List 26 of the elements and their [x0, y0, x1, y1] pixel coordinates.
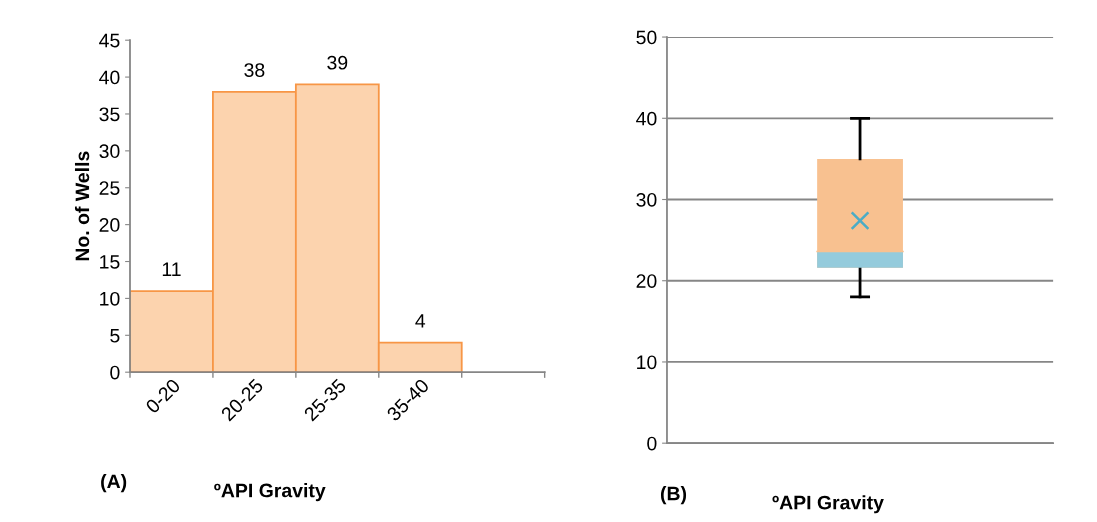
y-tick-label: 40 — [99, 70, 120, 85]
y-tick-label: 10 — [100, 291, 120, 306]
data-label: 38 — [244, 63, 265, 77]
y-tick-label: 20 — [636, 274, 657, 288]
text: (B) — [660, 486, 687, 505]
y-axis-title: No. of Wells — [74, 151, 90, 261]
text: (A) — [101, 474, 127, 493]
y-tick-label: 25 — [99, 181, 120, 195]
data-label: 4 — [415, 314, 426, 328]
y-tick-label: 35 — [99, 107, 120, 122]
data-label: 39 — [327, 55, 348, 70]
y-tick-label: 0 — [647, 436, 657, 451]
x-tick-label: 0-20 — [144, 377, 182, 415]
data-label: 11 — [162, 262, 181, 276]
y-tick-label: 50 — [636, 30, 657, 45]
y-tick-label: 20 — [99, 218, 120, 232]
y-tick-label: 45 — [99, 33, 120, 48]
y-tick-label: 5 — [110, 328, 120, 343]
y-tick-label: 10 — [637, 355, 657, 370]
y-tick-label: 30 — [636, 192, 657, 207]
y-tick-label: 0 — [110, 365, 120, 380]
x-axis-title: ºAPI Gravity — [214, 483, 326, 502]
y-tick-label: 40 — [636, 111, 657, 126]
y-tick-label: 15 — [100, 255, 120, 269]
y-tick-label: 30 — [99, 144, 120, 159]
x-axis-title: ºAPI Gravity — [772, 495, 884, 514]
